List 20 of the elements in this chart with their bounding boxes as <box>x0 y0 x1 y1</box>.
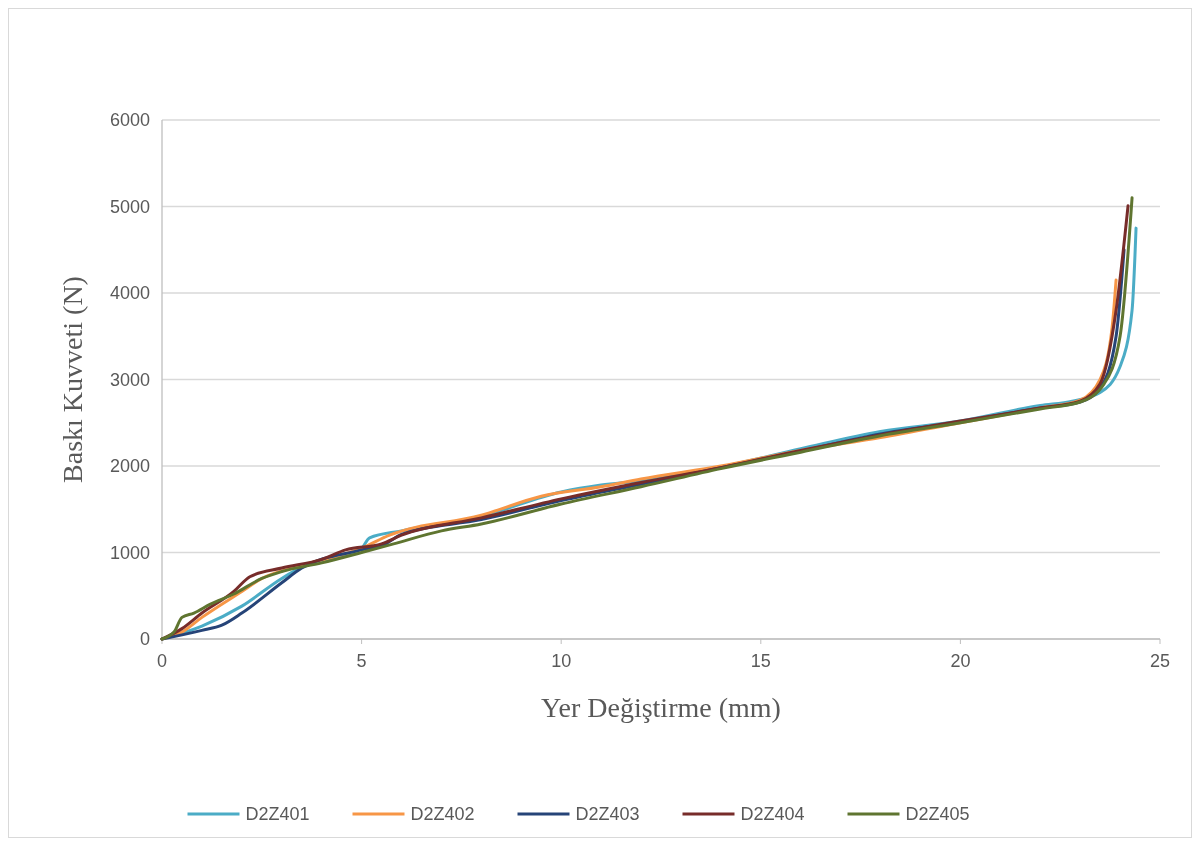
x-tick-label: 15 <box>750 651 771 671</box>
x-tick-label: 25 <box>1149 651 1171 671</box>
legend-label: D2Z401 <box>245 804 310 824</box>
y-tick-label: 3000 <box>109 369 150 390</box>
y-tick-label: 6000 <box>109 110 150 130</box>
x-tick-label: 20 <box>950 651 971 671</box>
y-tick-label: 4000 <box>109 283 150 303</box>
y-axis-title: Baskı Kuvveti (N) <box>57 276 88 483</box>
legend-label: D2Z404 <box>740 804 805 824</box>
y-tick-label: 5000 <box>109 196 150 217</box>
y-tick-label: 0 <box>139 629 150 649</box>
y-tick-label: 2000 <box>109 456 150 476</box>
x-tick-label: 5 <box>356 651 367 671</box>
legend-label: D2Z403 <box>575 804 640 824</box>
x-tick-label: 10 <box>551 651 572 671</box>
y-tick-label: 1000 <box>109 542 150 563</box>
x-tick-label: 0 <box>156 651 168 671</box>
x-axis-title: Yer Değiştirme (mm) <box>541 692 781 723</box>
legend-label: D2Z405 <box>905 804 970 824</box>
legend-label: D2Z402 <box>410 804 475 824</box>
